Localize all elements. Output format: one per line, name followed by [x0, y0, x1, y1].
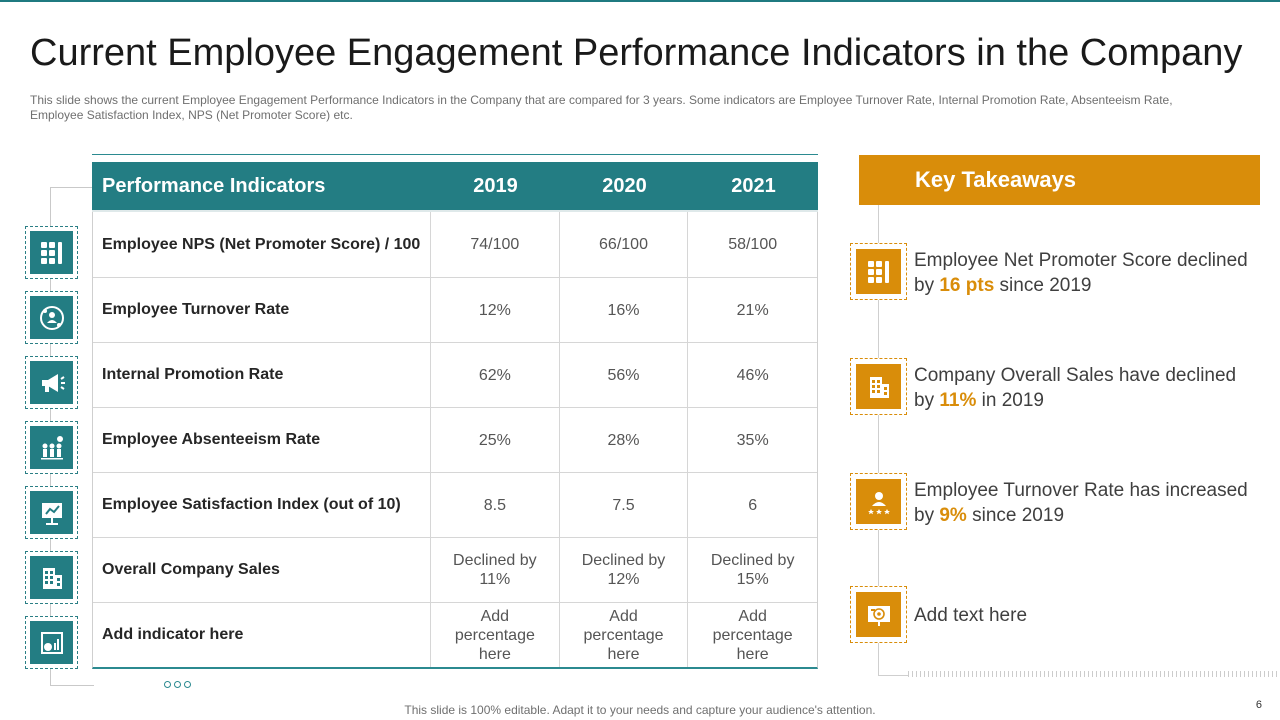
takeaway-text: Employee Turnover Rate has increased by [914, 480, 1248, 526]
megaphone-icon [25, 356, 78, 409]
takeaway-item: Employee Net Promoter Score declined by … [914, 248, 1259, 298]
presentation-icon [25, 486, 78, 539]
page-title: Current Employee Engagement Performance … [30, 32, 1243, 74]
decorative-dots [164, 681, 191, 688]
header-indicators: Performance Indicators [102, 174, 326, 197]
takeaway-text: Employee Net Promoter Score declined by [914, 250, 1248, 296]
takeaway-text: Add text here [914, 605, 1028, 626]
cell-2019: 25% [431, 408, 560, 472]
takeaway-highlight: 9% [939, 505, 967, 526]
table-row: Internal Promotion Rate 62% 56% 46% [93, 342, 817, 407]
takeaways-connector [878, 205, 879, 675]
takeaway-highlight: 11% [939, 390, 977, 411]
takeaway-highlight: 16 pts [939, 275, 995, 296]
row-label: Employee Satisfaction Index (out of 10) [93, 473, 432, 537]
table-row: Add indicator here Add percentage here A… [93, 602, 817, 667]
table-row: Overall Company Sales Declined by 11% De… [93, 537, 817, 602]
takeaway-text-end: in 2019 [976, 390, 1044, 411]
cell-2020: Add percentage here [560, 603, 689, 667]
takeaway-text-end: since 2019 [966, 505, 1065, 526]
cell-2019: 12% [431, 278, 560, 342]
takeaways-connector-foot [878, 675, 908, 676]
cell-2021: 6 [748, 496, 758, 514]
cell-2020: Declined by 12% [560, 538, 689, 602]
cell-2019: Add percentage here [431, 603, 560, 667]
cell-2019: Declined by 11% [431, 538, 560, 602]
takeaway-item: Add text here [914, 603, 1259, 628]
scorecard-icon [850, 243, 907, 300]
cell-2021: 58/100 [728, 236, 778, 253]
takeaway-item: Employee Turnover Rate has increased by … [914, 478, 1259, 528]
cell-2021: Add percentage here [712, 607, 793, 663]
table-row: Employee Turnover Rate 12% 16% 21% [93, 277, 817, 342]
table-header: Performance Indicators 2019 2020 2021 [92, 162, 818, 212]
header-2020: 2020 [602, 174, 647, 197]
row-label: Employee NPS (Net Promoter Score) / 100 [93, 212, 432, 277]
cell-2020: 66/100 [560, 212, 689, 277]
table-row: Employee Satisfaction Index (out of 10) … [93, 472, 817, 537]
takeaway-item: Company Overall Sales have declined by 1… [914, 363, 1259, 413]
indicators-table: Performance Indicators 2019 2020 2021 Em… [92, 162, 818, 669]
header-2021: 2021 [731, 174, 776, 197]
cell-2020: 28% [560, 408, 689, 472]
people-cycle-icon [25, 291, 78, 344]
cell-2019: 62% [431, 343, 560, 407]
table-row: Employee NPS (Net Promoter Score) / 100 … [93, 212, 817, 277]
cell-2021: Declined by 15% [710, 552, 795, 588]
footer: This slide is 100% editable. Adapt it to… [0, 699, 1280, 717]
building-icon [850, 358, 907, 415]
cell-2019: 8.5 [431, 473, 560, 537]
scorecard-icon [25, 226, 78, 279]
building-icon [25, 551, 78, 604]
row-label: Employee Turnover Rate [93, 278, 432, 342]
dashboard-icon [25, 616, 78, 669]
takeaway-text: Company Overall Sales have declined by [914, 365, 1237, 411]
target-board-icon [850, 586, 907, 643]
page-subtitle: This slide shows the current Employee En… [30, 93, 1173, 122]
footer-text: This slide is 100% editable. Adapt it to… [404, 703, 876, 717]
row-label: Overall Company Sales [93, 538, 432, 602]
employee-rating-icon [850, 473, 907, 530]
top-rule [0, 0, 1280, 2]
cell-2021: 35% [736, 431, 769, 449]
row-label: Internal Promotion Rate [93, 343, 432, 407]
cell-2020: 7.5 [560, 473, 689, 537]
row-label: Employee Absenteeism Rate [93, 408, 432, 472]
cell-2020: 16% [560, 278, 689, 342]
cell-2021: 46% [736, 366, 769, 384]
cell-2021: 21% [736, 301, 769, 319]
page-number: 6 [1255, 699, 1262, 711]
cell-2019: 74/100 [431, 212, 560, 277]
row-label: Add indicator here [93, 603, 432, 667]
team-growth-icon [25, 421, 78, 474]
table-top-rule [92, 154, 818, 155]
takeaways-hatch-rule [908, 671, 1280, 677]
cell-2020: 56% [560, 343, 689, 407]
key-takeaways-heading: Key Takeaways [859, 155, 1260, 205]
takeaway-text-end: since 2019 [994, 275, 1092, 296]
table-row: Employee Absenteeism Rate 25% 28% 35% [93, 407, 817, 472]
header-2019: 2019 [473, 174, 518, 197]
